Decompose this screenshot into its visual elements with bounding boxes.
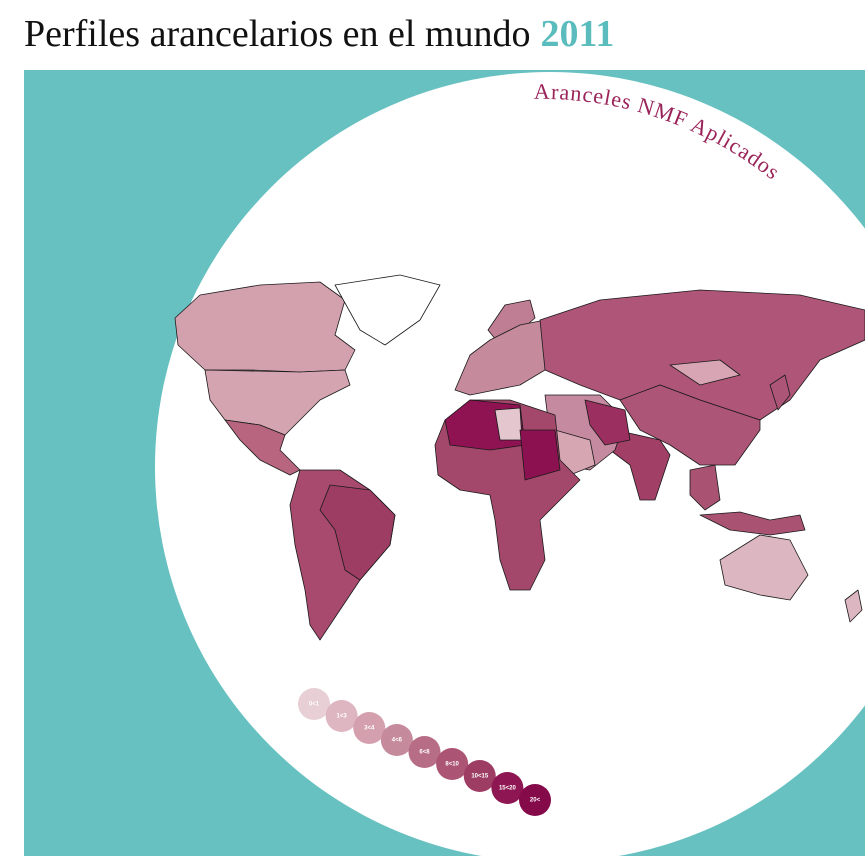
legend-swatch <box>380 724 413 756</box>
legend-swatch <box>491 772 524 804</box>
libya <box>494 407 523 441</box>
legend-swatch <box>463 760 496 792</box>
world-map <box>174 274 865 641</box>
china <box>619 384 761 466</box>
brazil <box>319 484 396 581</box>
legend-label: 20< <box>530 798 541 804</box>
legend-swatch <box>353 712 386 744</box>
legend-swatch <box>436 748 469 780</box>
japan <box>769 374 791 411</box>
canada <box>174 281 356 373</box>
united-states <box>204 369 351 436</box>
legend-label: 1<3 <box>337 714 348 720</box>
southeast-asia <box>689 464 721 511</box>
mongolia <box>669 359 741 386</box>
legend-label: 4<6 <box>392 738 403 744</box>
legend: 0<1 1<3 3<4 4<6 6<8 8<10 10<15 15<20 20< <box>298 688 551 816</box>
legend-label: 0<1 <box>309 702 320 708</box>
legend-swatch <box>298 688 330 720</box>
australia <box>719 534 809 601</box>
legend-swatch <box>325 700 358 732</box>
greenland <box>334 274 441 346</box>
legend-label: 15<20 <box>499 786 517 792</box>
title: Perfiles arancelarios en el mundo 2011 <box>24 13 614 55</box>
legend-label: 10<15 <box>471 774 489 780</box>
sudan <box>519 429 561 481</box>
legend-label: 8<10 <box>445 762 459 768</box>
iran <box>584 399 631 446</box>
india <box>609 429 671 501</box>
legend-label: 6<8 <box>419 750 430 756</box>
legend-label: 3<4 <box>364 726 375 732</box>
indonesia <box>699 511 806 536</box>
legend-swatch <box>408 736 441 768</box>
title-year: 2011 <box>540 13 614 55</box>
legend-swatch <box>519 784 551 816</box>
new-zealand <box>844 589 863 623</box>
title-text: Perfiles arancelarios en el mundo <box>24 13 530 55</box>
